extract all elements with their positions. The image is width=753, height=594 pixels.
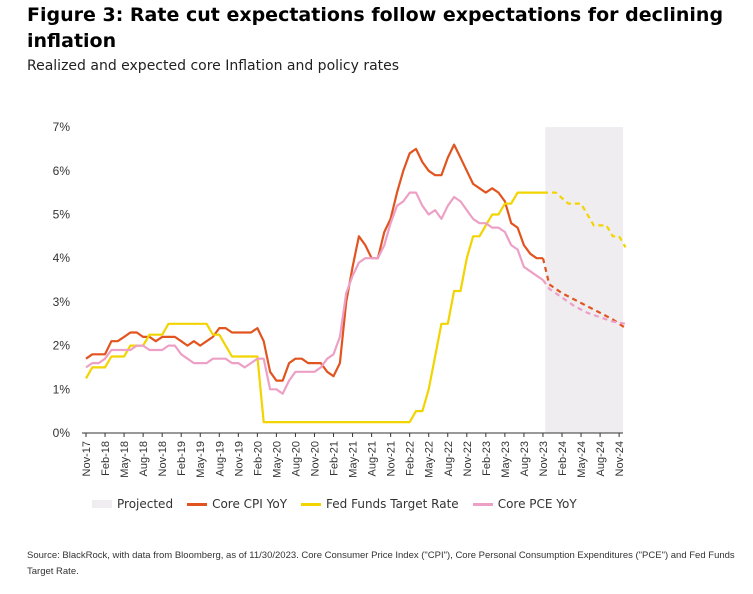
series-line-core-cpi-yoy (85, 143, 543, 382)
x-tick-label: Feb-22 (405, 441, 417, 476)
y-tick-label: 7% (53, 120, 71, 134)
y-tick-label: 0% (53, 426, 71, 440)
series-projection-core-cpi-yoy (541, 257, 627, 330)
x-tick-label: May-22 (424, 441, 436, 478)
y-tick-label: 4% (53, 251, 71, 265)
legend-label-projected: Projected (117, 497, 174, 511)
legend-item-projected: Projected (92, 497, 173, 511)
x-tick-label: May-18 (119, 441, 131, 478)
x-tick-label: Nov-24 (614, 441, 626, 476)
legend-item-cpi: Core CPI YoY (187, 497, 287, 511)
x-tick-label: Feb-20 (252, 441, 264, 476)
x-tick-label: Aug-24 (595, 441, 607, 476)
y-tick-label: 3% (53, 295, 71, 309)
legend-item-pce: Core PCE YoY (472, 497, 577, 511)
x-tick-label: Aug-18 (138, 441, 150, 476)
y-tick-label: 5% (53, 208, 71, 222)
legend-label-fed: Fed Funds Target Rate (326, 497, 459, 511)
source-note: Source: BlackRock, with data from Bloomb… (27, 550, 735, 577)
x-tick-label: Nov-19 (233, 441, 245, 476)
series-line-core-pce-yoy (85, 191, 544, 395)
series-projection-core-pce-yoy (542, 279, 626, 325)
y-tick-label: 2% (53, 339, 71, 353)
x-tick-label: Feb-18 (100, 441, 112, 476)
x-tick-label: Nov-17 (81, 441, 93, 476)
x-tick-label: Nov-23 (538, 441, 550, 476)
legend-label-cpi: Core CPI YoY (212, 497, 288, 511)
x-tick-label: Feb-23 (481, 441, 493, 476)
chart-legend: Projected Core CPI YoY Fed Funds Target … (92, 497, 591, 511)
x-tick-label: Aug-20 (290, 441, 302, 476)
legend-swatch-cpi (187, 502, 208, 506)
projected-region (545, 127, 623, 433)
x-tick-label: May-23 (500, 441, 512, 478)
x-tick-label: Feb-24 (557, 441, 569, 476)
x-tick-label: May-24 (576, 441, 588, 478)
x-tick-label: May-19 (195, 441, 207, 478)
series-projection-fed-funds-target-rate (543, 191, 627, 248)
legend-label-pce: Core PCE YoY (497, 497, 577, 511)
legend-item-fed: Fed Funds Target Rate (301, 497, 459, 511)
x-tick-label: Feb-21 (329, 441, 341, 476)
chart-subtitle: Realized and expected core Inflation and… (27, 58, 400, 74)
legend-swatch-pce (472, 502, 493, 506)
x-tick-label: Aug-19 (214, 441, 226, 476)
chart-title: Figure 3: Rate cut expectations follow e… (27, 4, 724, 52)
x-tick-label: Aug-23 (519, 441, 531, 476)
line-chart: 0% 1% 2% 3% 4% 5% 6% 7% Nov-17 Feb-18 May-18 Aug-18… (53, 120, 627, 478)
x-tick-label: Nov-20 (309, 441, 321, 476)
x-tick-label: Nov-21 (386, 441, 398, 476)
legend-swatch-fed (301, 502, 322, 506)
x-tick-label: May-21 (348, 441, 360, 478)
x-tick-label: Aug-22 (443, 441, 455, 476)
y-tick-label: 1% (53, 382, 71, 396)
x-tick-label: Nov-18 (157, 441, 169, 476)
y-tick-label: 6% (53, 164, 71, 178)
x-tick-label: May-20 (271, 441, 283, 478)
x-tick-label: Feb-19 (176, 441, 188, 476)
legend-swatch-projected (92, 500, 112, 508)
x-tick-label: Nov-22 (462, 441, 474, 476)
series-line-fed-funds-target-rate (85, 191, 543, 424)
x-tick-label: Aug-21 (367, 441, 379, 476)
